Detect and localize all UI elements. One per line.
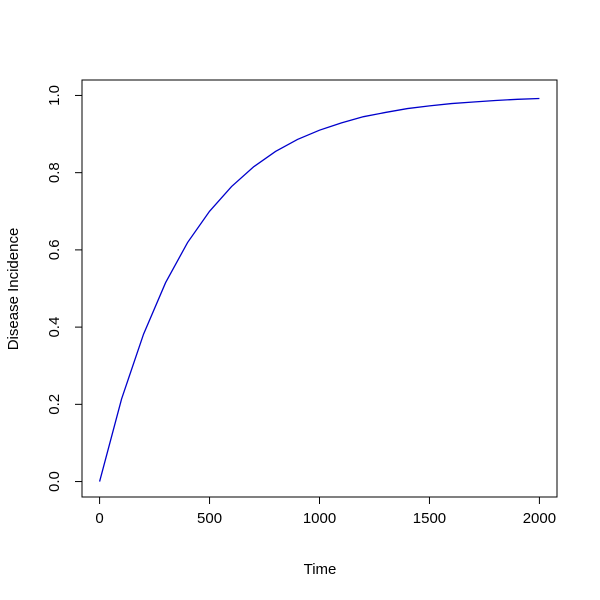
y-tick-label: 1.0: [46, 85, 63, 106]
y-tick-label: 0.0: [46, 471, 63, 492]
x-tick-label: 1500: [413, 510, 446, 527]
y-tick-label: 0.2: [46, 394, 63, 415]
x-tick-label: 1000: [303, 510, 336, 527]
x-tick-label: 500: [197, 510, 222, 527]
x-tick-label: 0: [95, 510, 103, 527]
data-line: [98, 97, 540, 482]
plot-frame: [81, 79, 558, 498]
x-tick-label: 2000: [523, 510, 556, 527]
y-tick-label: 0.8: [46, 162, 63, 183]
x-axis-label: Time: [304, 561, 337, 578]
y-tick-label: 0.4: [46, 317, 63, 338]
y-axis-label: Disease Incidence: [5, 228, 22, 351]
y-tick-label: 0.6: [46, 239, 63, 260]
